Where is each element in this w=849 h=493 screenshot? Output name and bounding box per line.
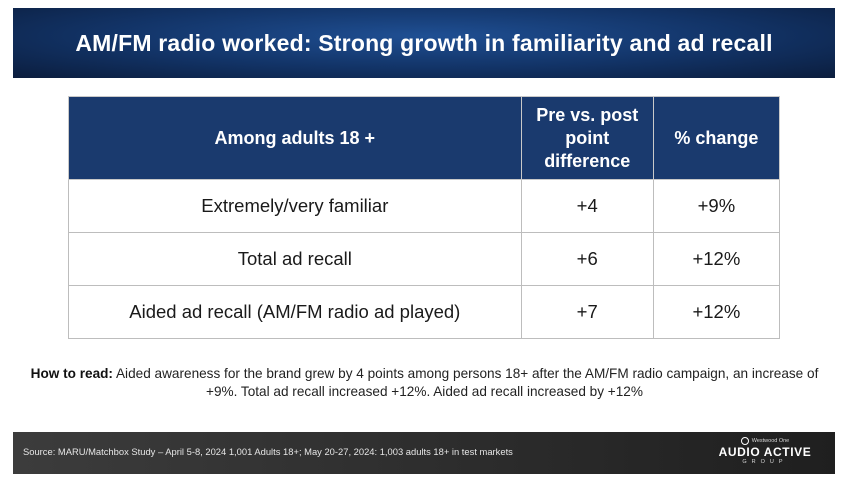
how-to-read-text: Aided awareness for the brand grew by 4 … — [112, 366, 819, 399]
table-row: Total ad recall +6 +12% — [68, 232, 781, 286]
header-audience: Among adults 18 + — [68, 96, 522, 180]
table-row: Extremely/very familiar +4 +9% — [68, 179, 781, 233]
row-point-difference: +6 — [520, 232, 654, 286]
row-percent-change: +12% — [652, 232, 781, 286]
row-metric: Aided ad recall (AM/FM radio ad played) — [68, 285, 522, 339]
logo-top-text: Westwood One — [751, 438, 790, 444]
row-point-difference: +7 — [520, 285, 654, 339]
logo-circle-icon — [740, 437, 749, 445]
logo-wordmark: AUDIO ACTIVE — [718, 445, 812, 459]
source-citation: Source: MARU/Matchbox Study – April 5-8,… — [23, 446, 513, 457]
row-percent-change: +12% — [652, 285, 781, 339]
slide-title: AM/FM radio worked: Strong growth in fam… — [75, 29, 773, 56]
audio-active-group-logo: Westwood One AUDIO ACTIVE GROUP — [709, 437, 821, 466]
title-banner: AM/FM radio worked: Strong growth in fam… — [13, 8, 835, 78]
header-percent-change: % change — [652, 96, 781, 180]
footer-bar: Source: MARU/Matchbox Study – April 5-8,… — [13, 432, 835, 474]
table-header-row: Among adults 18 + Pre vs. post point dif… — [68, 96, 781, 180]
row-point-difference: +4 — [520, 179, 654, 233]
results-table: Among adults 18 + Pre vs. post point dif… — [68, 96, 781, 339]
logo-tagline: Westwood One — [709, 437, 821, 445]
header-point-difference: Pre vs. post point difference — [520, 96, 654, 180]
row-metric: Total ad recall — [68, 232, 522, 286]
how-to-read-label: How to read: — [30, 366, 113, 381]
logo-subtext: GROUP — [742, 459, 788, 465]
row-metric: Extremely/very familiar — [68, 179, 522, 233]
how-to-read-note: How to read: Aided awareness for the bra… — [28, 365, 821, 401]
row-percent-change: +9% — [652, 179, 781, 233]
table-row: Aided ad recall (AM/FM radio ad played) … — [68, 285, 781, 339]
